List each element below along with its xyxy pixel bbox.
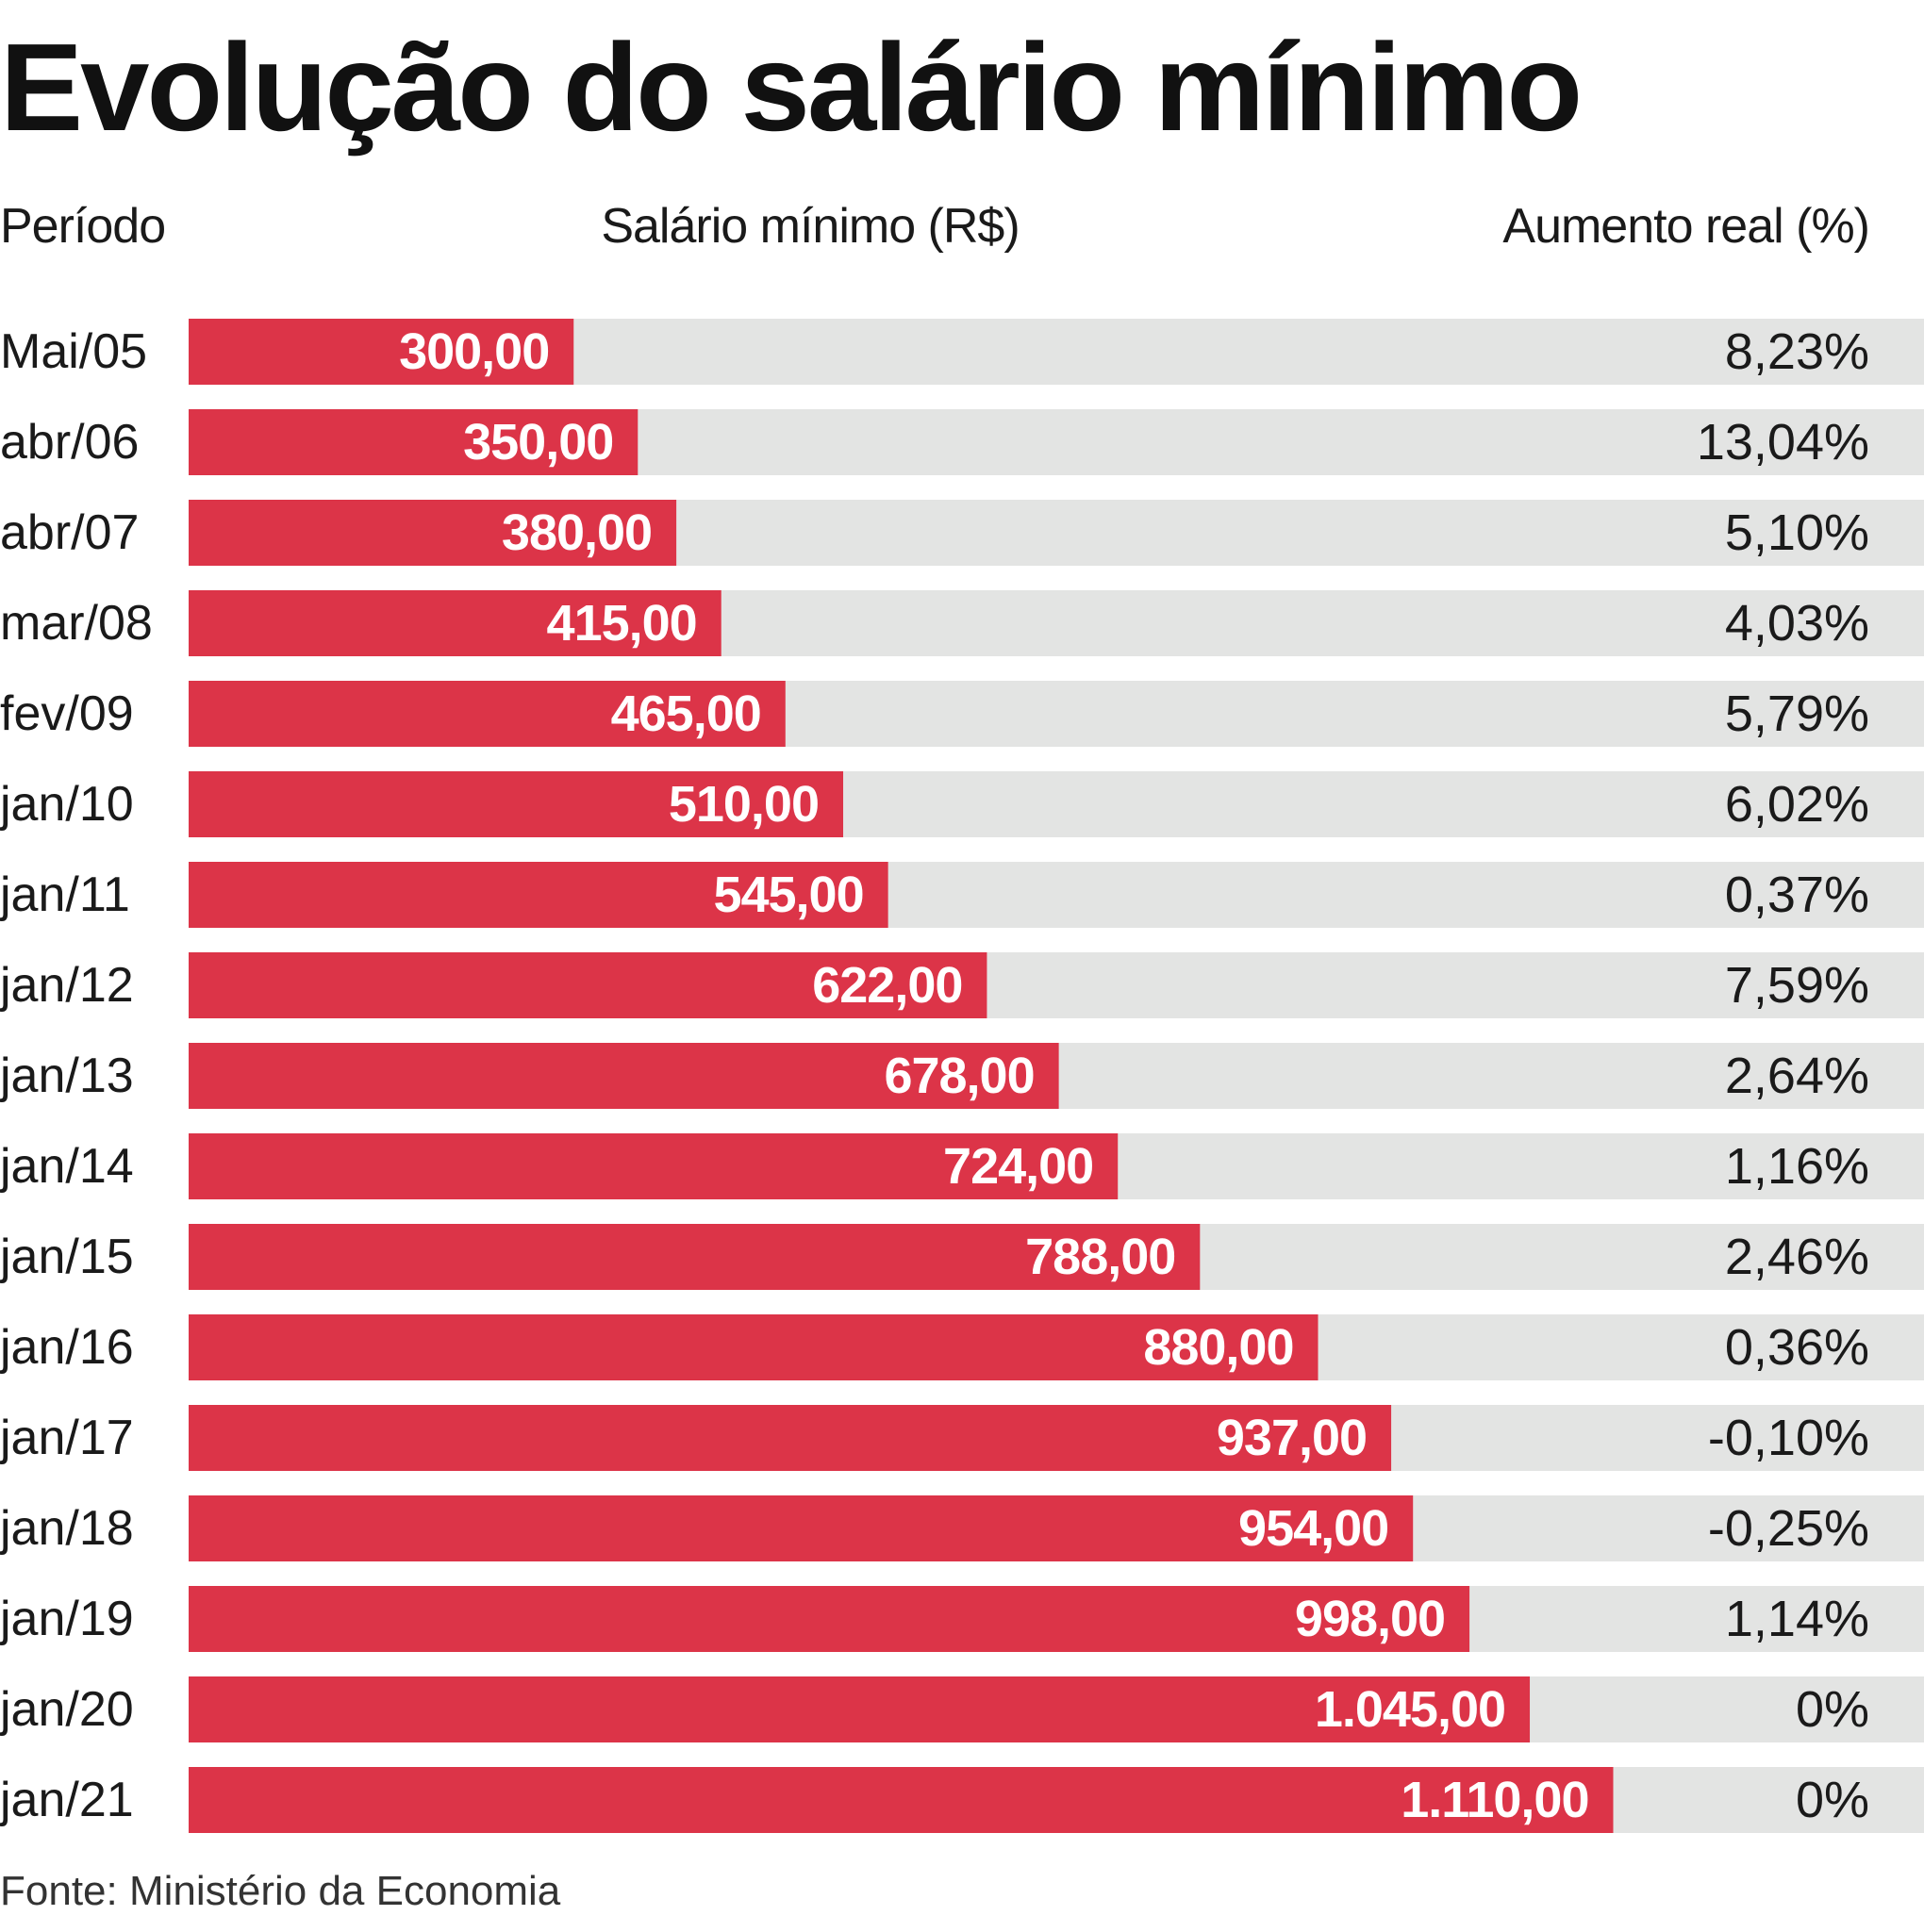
real-increase-label: 1,14% (1725, 1591, 1869, 1647)
period-label: jan/15 (0, 1230, 134, 1284)
bar-mar/08 (189, 590, 722, 656)
real-increase-label: 13,04% (1697, 414, 1869, 471)
real-increase-label: -0,10% (1708, 1410, 1869, 1466)
real-increase-label: 2,64% (1725, 1048, 1869, 1104)
period-label: jan/17 (0, 1411, 134, 1465)
period-label: jan/11 (0, 867, 130, 922)
real-increase-label: 6,02% (1725, 776, 1869, 833)
bar-jan/10 (189, 771, 844, 837)
bar-value-label: 937,00 (1217, 1410, 1367, 1466)
bar-jan/18 (189, 1495, 1414, 1561)
period-label: jan/13 (0, 1049, 134, 1103)
bar-value-label: 724,00 (943, 1138, 1093, 1195)
chart-title: Evolução do salário mínimo (0, 18, 1583, 157)
period-label: jan/10 (0, 777, 134, 832)
bar-track (189, 1043, 1924, 1109)
bar-track (189, 1314, 1924, 1380)
bar-jan/12 (189, 952, 987, 1018)
bar-value-label: 954,00 (1238, 1500, 1388, 1557)
period-label: Mai/05 (0, 324, 147, 379)
real-increase-label: 0% (1796, 1772, 1869, 1828)
period-label: fev/09 (0, 686, 134, 741)
bar-value-label: 545,00 (713, 867, 863, 923)
bar-value-label: 1.110,00 (1401, 1772, 1588, 1828)
bar-value-label: 415,00 (547, 595, 697, 652)
bar-jan/19 (189, 1586, 1470, 1652)
bar-track (189, 862, 1924, 928)
real-increase-label: 5,79% (1725, 685, 1869, 742)
bar-Mai/05 (189, 319, 574, 385)
bar-fev/09 (189, 681, 786, 747)
bar-value-label: 350,00 (463, 414, 613, 471)
increase-column-header: Aumento real (%) (1502, 199, 1870, 254)
bar-jan/21 (189, 1767, 1614, 1833)
bar-value-label: 380,00 (502, 504, 652, 561)
bar-jan/17 (189, 1405, 1392, 1471)
bar-jan/11 (189, 862, 888, 928)
bar-track (189, 681, 1924, 747)
real-increase-label: 0% (1796, 1681, 1869, 1738)
real-increase-label: 8,23% (1725, 323, 1869, 380)
bar-track (189, 1586, 1924, 1652)
real-increase-label: 1,16% (1725, 1138, 1869, 1195)
period-label: jan/16 (0, 1320, 134, 1375)
real-increase-label: 2,46% (1725, 1229, 1869, 1285)
bar-jan/13 (189, 1043, 1059, 1109)
period-label: abr/06 (0, 415, 139, 470)
bar-track (189, 409, 1924, 475)
period-label: jan/20 (0, 1682, 134, 1737)
real-increase-label: 7,59% (1725, 957, 1869, 1014)
bar-jan/16 (189, 1314, 1319, 1380)
bar-track (189, 1405, 1924, 1471)
bar-track (189, 590, 1924, 656)
bar-value-label: 678,00 (884, 1048, 1034, 1104)
real-increase-label: 5,10% (1725, 504, 1869, 561)
bar-track (189, 500, 1924, 566)
real-increase-label: 0,37% (1725, 867, 1869, 923)
bar-track (189, 1133, 1924, 1199)
period-label: jan/14 (0, 1139, 134, 1194)
period-column-header: Período (0, 199, 166, 254)
bar-jan/20 (189, 1676, 1531, 1742)
bar-track (189, 319, 1924, 385)
period-label: abr/07 (0, 505, 139, 560)
period-label: jan/18 (0, 1501, 134, 1556)
bar-jan/15 (189, 1224, 1201, 1290)
period-label: jan/21 (0, 1773, 134, 1827)
bar-jan/14 (189, 1133, 1119, 1199)
bar-track (189, 1676, 1924, 1742)
period-label: mar/08 (0, 596, 153, 651)
bar-value-label: 510,00 (669, 776, 819, 833)
salary-column-header: Salário mínimo (R$) (601, 199, 1020, 254)
period-label: jan/12 (0, 958, 134, 1013)
bar-value-label: 788,00 (1025, 1229, 1175, 1285)
source-note: Fonte: Ministério da Economia (0, 1868, 561, 1914)
bar-value-label: 622,00 (812, 957, 962, 1014)
bar-value-label: 880,00 (1143, 1319, 1293, 1376)
bar-track (189, 1767, 1924, 1833)
bar-value-label: 300,00 (399, 323, 549, 380)
bar-track (189, 952, 1924, 1018)
real-increase-label: -0,25% (1708, 1500, 1869, 1557)
real-increase-label: 0,36% (1725, 1319, 1869, 1376)
bar-track (189, 771, 1924, 837)
bar-abr/06 (189, 409, 639, 475)
bar-value-label: 465,00 (611, 685, 761, 742)
real-increase-label: 4,03% (1725, 595, 1869, 652)
bar-track (189, 1224, 1924, 1290)
period-label: jan/19 (0, 1592, 134, 1646)
bar-value-label: 1.045,00 (1315, 1681, 1505, 1738)
bar-track (189, 1495, 1924, 1561)
bar-abr/07 (189, 500, 677, 566)
bar-value-label: 998,00 (1295, 1591, 1445, 1647)
